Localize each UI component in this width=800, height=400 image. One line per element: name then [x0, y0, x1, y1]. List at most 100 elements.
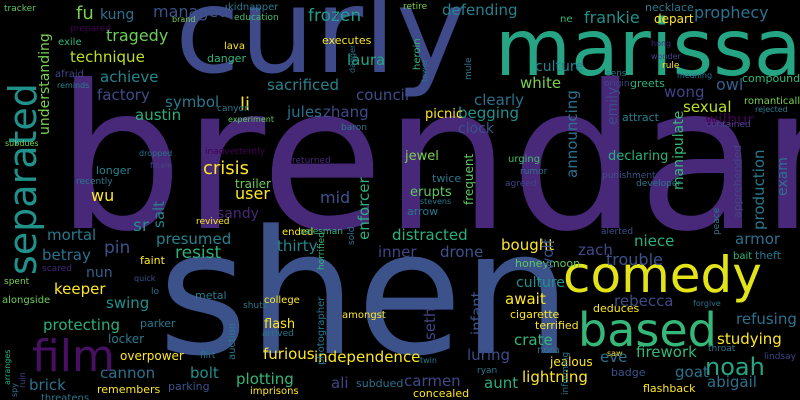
word-saw: saw — [607, 349, 623, 358]
word-stevens: stevens — [420, 197, 452, 206]
word-niece: niece — [634, 232, 675, 250]
word-scared: scared — [42, 264, 72, 274]
word-rejected: rejected — [755, 105, 788, 114]
word-frankie: frankie — [584, 8, 640, 27]
word-clock: clock — [458, 121, 494, 137]
word-flirt: flirt — [200, 351, 216, 361]
word-twice: twice — [432, 172, 462, 185]
word-zhang: zhang — [323, 103, 369, 121]
word-jules: jules — [287, 103, 322, 121]
word-achieve: achieve — [100, 68, 159, 86]
word-finale: finale — [150, 161, 173, 170]
word-tracker: tracker — [4, 4, 36, 14]
word-swing: swing — [106, 294, 150, 312]
word-flashback: flashback — [643, 382, 696, 395]
word-arrow: arrow — [407, 205, 439, 218]
word-agreed: agreed — [505, 179, 537, 189]
word-independence: independence — [314, 348, 421, 366]
word-understanding: understanding — [37, 33, 53, 135]
word-locker: locker — [108, 332, 145, 346]
word-luring: luring — [467, 346, 511, 364]
word-attract: attract — [622, 111, 659, 124]
word-wu: wu — [91, 186, 115, 205]
word-sandy: sandy — [217, 206, 259, 222]
word-wilbur: wilbur — [705, 110, 754, 129]
word-punishment: punishment — [602, 171, 656, 181]
word-honeymoon: honeymoon — [515, 257, 581, 270]
word-goat: goat — [675, 363, 709, 381]
word-kung: kung — [100, 7, 135, 23]
word-wolf: wolf — [539, 239, 557, 270]
word-prepared: prepared — [70, 24, 111, 34]
word-arranges: arranges — [3, 349, 12, 385]
word-film: film — [32, 331, 115, 382]
word-austin: austin — [135, 106, 182, 124]
word-meaning: meaning — [677, 71, 713, 80]
word-betray: betray — [42, 246, 91, 264]
word-apprehended: apprehended — [731, 144, 744, 218]
word-developer: developer — [636, 179, 682, 189]
word-flash: flash — [264, 317, 296, 332]
word-sens: sens — [606, 69, 627, 79]
word-li: li — [240, 94, 251, 115]
word-white: white — [520, 74, 562, 92]
word-production: production — [750, 149, 768, 230]
word-crisis: crisis — [203, 158, 250, 179]
word-manipulate: manipulate — [671, 110, 687, 190]
word-wong: wong — [664, 83, 705, 101]
word-deduces: deduces — [593, 302, 640, 315]
word-informing: informing — [561, 351, 571, 395]
word-furious: furious — [263, 345, 315, 363]
word-zach: zach — [578, 241, 613, 259]
word-noah: noah — [705, 353, 765, 381]
word-factory: factory — [97, 86, 150, 104]
word-executes: executes — [322, 34, 372, 47]
word-salt: salt — [150, 200, 168, 228]
word-mule: mule — [464, 57, 474, 80]
word-symbol: symbol — [165, 93, 220, 111]
word-spent: spent — [4, 277, 30, 287]
word-amongst: amongst — [342, 310, 386, 321]
word-begging: begging — [458, 104, 519, 122]
word-compound: compound — [742, 72, 800, 85]
word-retire: retire — [403, 2, 428, 12]
word-parker: parker — [140, 317, 176, 330]
word-distracted: distracted — [392, 226, 468, 244]
word-announcing: announcing — [563, 90, 581, 178]
word-trouble: trouble — [606, 250, 663, 269]
word-tower: tower — [420, 59, 429, 82]
word-dagger: dagger — [348, 44, 357, 73]
word-enforcer: enforcer — [355, 177, 373, 240]
word-trailer: trailer — [235, 177, 271, 191]
word-imprisons: imprisons — [250, 386, 299, 397]
word-lava: lava — [224, 41, 245, 52]
word-metal: metal — [195, 289, 227, 302]
word-cigarette: cigarette — [510, 308, 560, 321]
word-picnic: picnic — [425, 107, 464, 122]
word-presumed: presumed — [156, 230, 232, 248]
word-returned: returned — [292, 156, 331, 166]
word-wonder: wonder — [651, 52, 681, 61]
word-badge: badge — [611, 366, 646, 379]
word-overpower: overpower — [120, 349, 184, 363]
word-shuts: shuts — [243, 301, 268, 311]
word-nun: nun — [86, 265, 113, 281]
word-based: based — [578, 303, 717, 357]
word-horrified: horrified — [317, 232, 327, 270]
word-salesman: salesman — [300, 227, 343, 237]
word-await: await — [505, 290, 546, 308]
word-ruin: ruin — [18, 372, 27, 388]
word-inner: inner — [378, 243, 417, 261]
word-frozen: frozen — [308, 6, 362, 26]
word-terrified: terrified — [535, 319, 579, 332]
word-culture: culture — [516, 275, 565, 291]
word-declaring: declaring — [608, 149, 669, 164]
word-aunt: aunt — [484, 374, 519, 392]
word-brendan: brendan — [56, 43, 800, 276]
word-revived: revived — [196, 217, 230, 227]
word-seth: seth — [421, 307, 439, 340]
word-inadvertently: inadvertently — [205, 147, 266, 157]
word-theft: theft — [755, 249, 782, 262]
word-bait: bait — [733, 251, 753, 262]
word-mid: mid — [320, 188, 351, 207]
